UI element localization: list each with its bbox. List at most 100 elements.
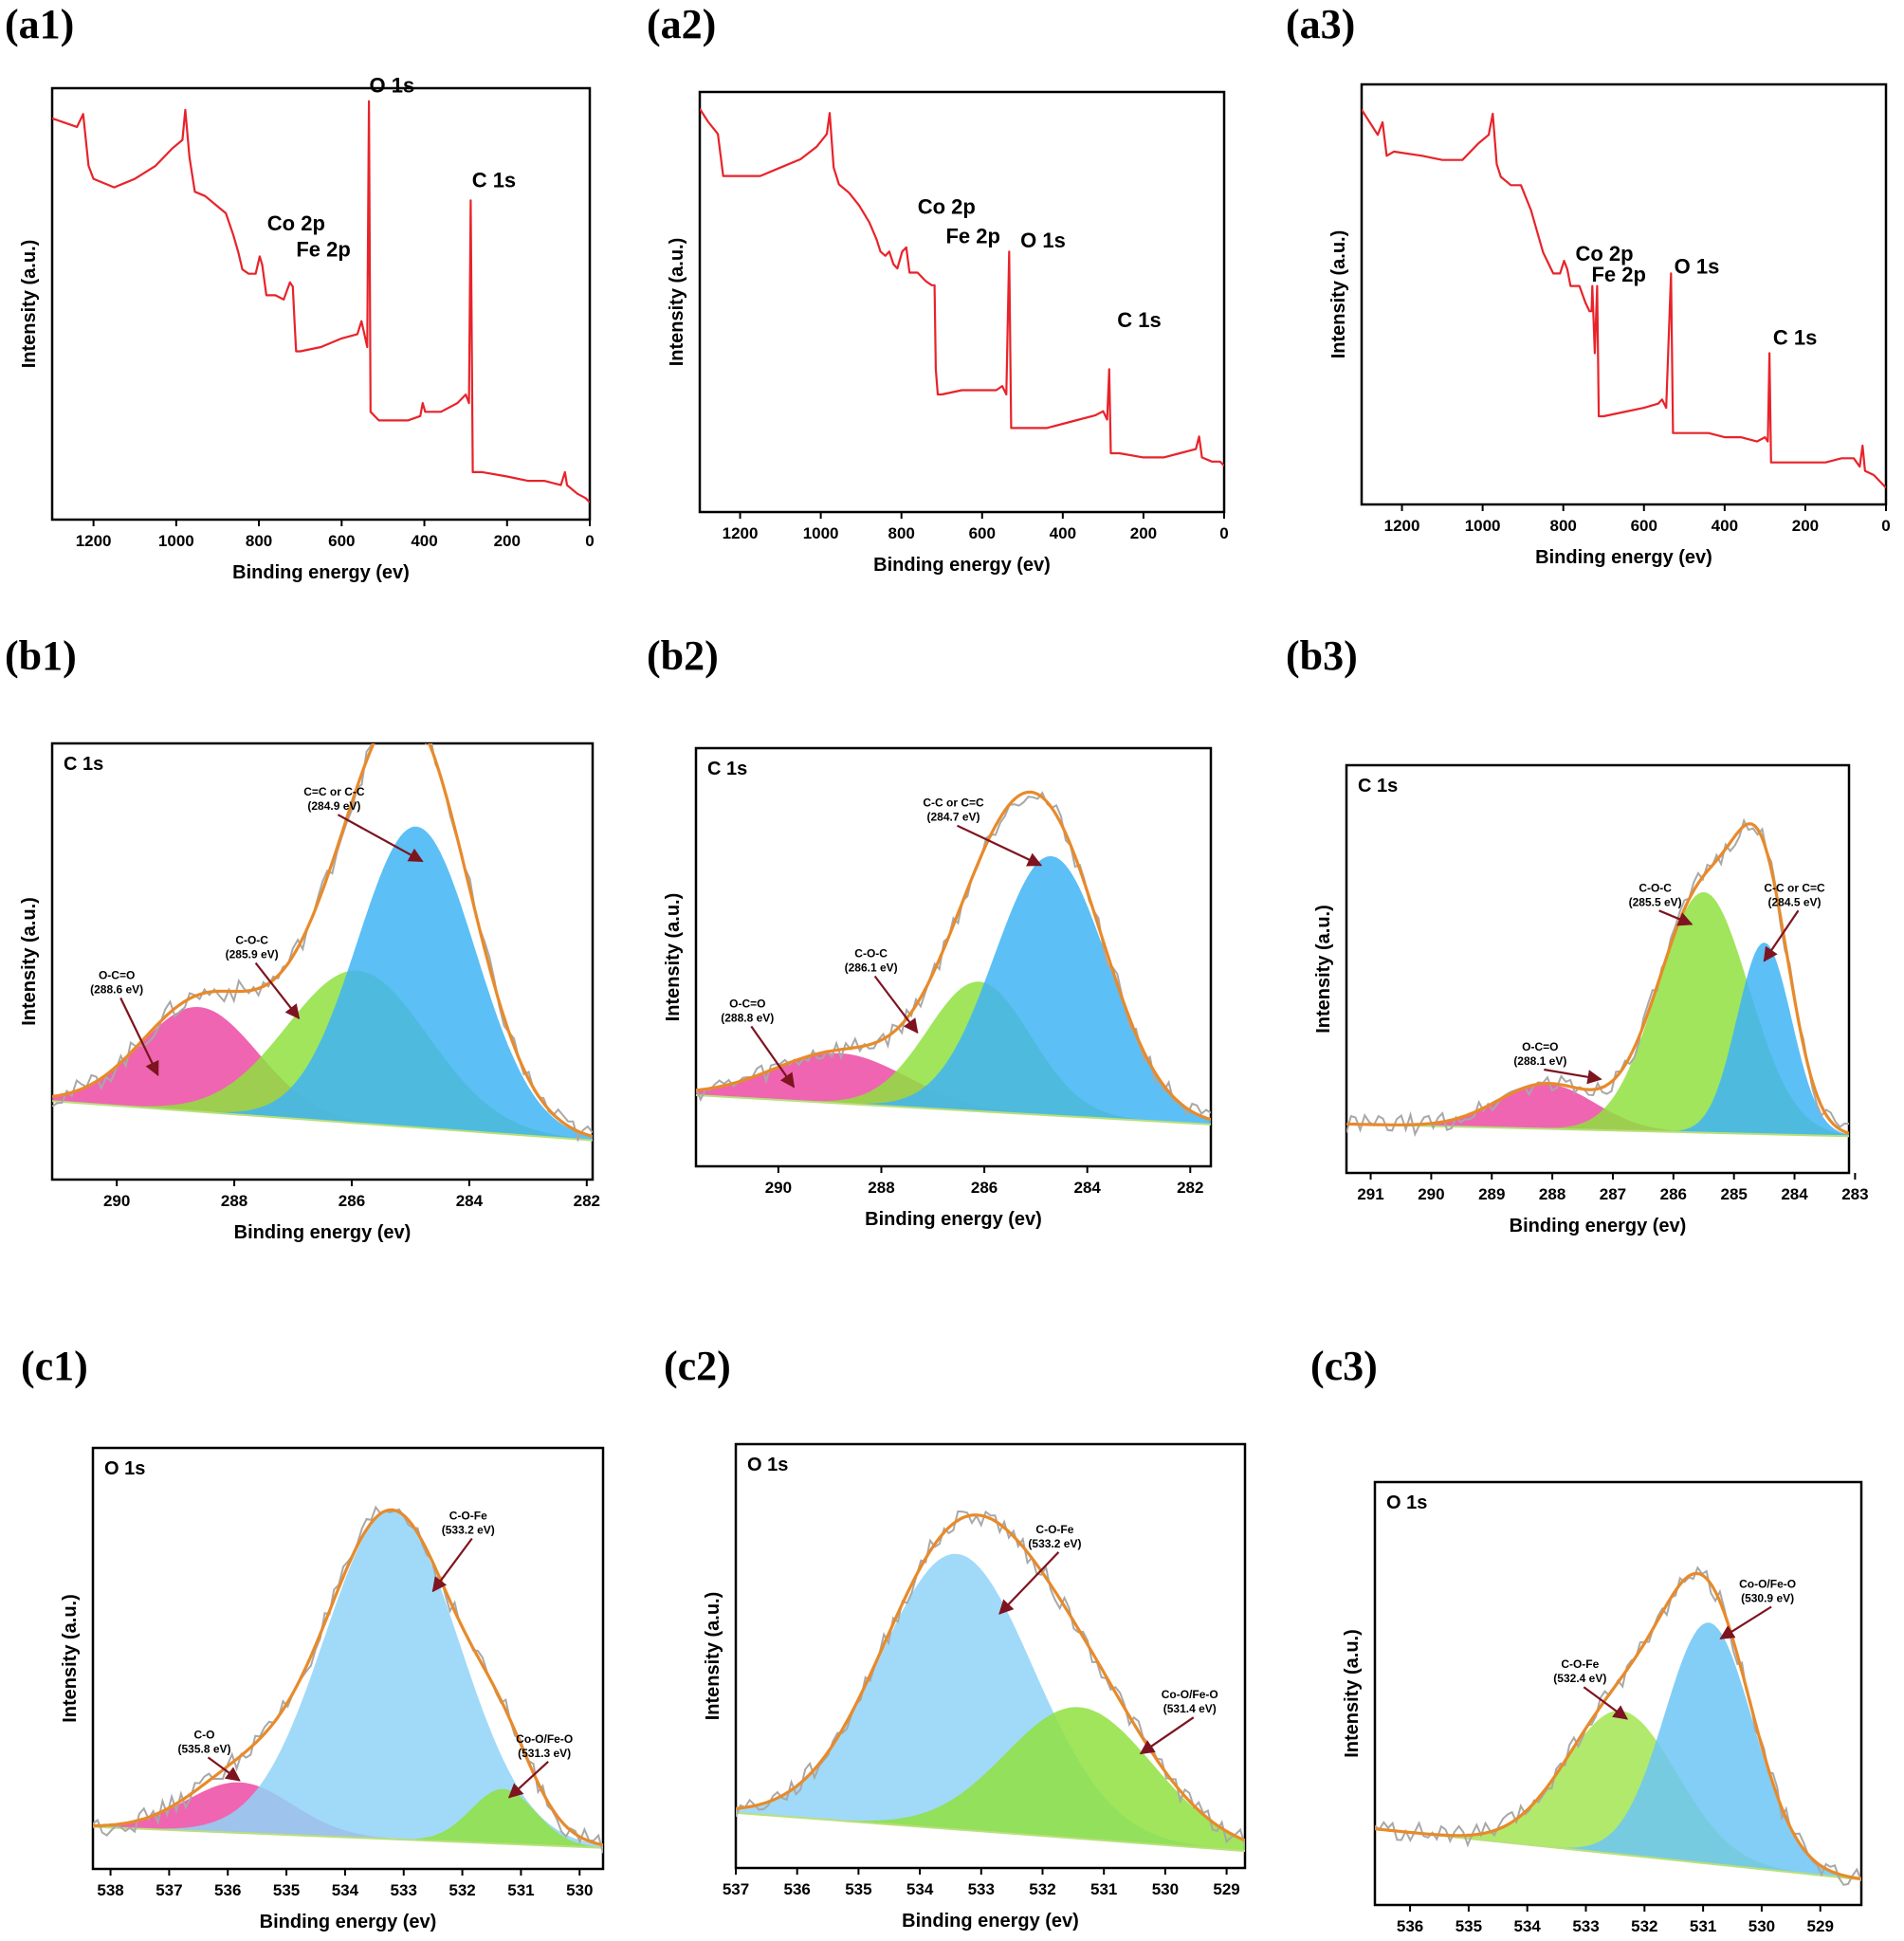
component-peak bbox=[736, 1553, 1245, 1852]
x-tick-label: 282 bbox=[574, 1192, 600, 1210]
x-axis-label-c2: Binding energy (ev) bbox=[902, 1911, 1079, 1932]
plot-frame-b1 bbox=[50, 742, 595, 1181]
x-tick-label: 289 bbox=[1478, 1185, 1505, 1203]
x-tick-label: 291 bbox=[1357, 1185, 1383, 1203]
plot-frame-a1 bbox=[50, 86, 592, 522]
component-peak bbox=[93, 1788, 603, 1848]
fit-envelope bbox=[93, 1508, 603, 1847]
peak-annotation: C-O (535.8 eV) bbox=[177, 1728, 230, 1755]
x-axis-label-a3: Binding energy (ev) bbox=[1535, 547, 1712, 568]
plot-area-b3 bbox=[1346, 817, 1849, 1138]
core-level-label: O 1s bbox=[1386, 1492, 1427, 1513]
x-tick-label: 287 bbox=[1600, 1185, 1626, 1203]
x-tick-label: 537 bbox=[156, 1881, 182, 1899]
x-tick-label: 400 bbox=[1712, 517, 1738, 535]
peak-annotation: Co-O/Fe-O (531.4 eV) bbox=[1162, 1688, 1218, 1715]
plot-frame-c2 bbox=[734, 1442, 1247, 1870]
x-tick-label: 1200 bbox=[1384, 517, 1420, 535]
x-tick-label: 536 bbox=[1397, 1917, 1423, 1935]
x-tick-label: 288 bbox=[868, 1179, 894, 1197]
x-tick-label: 531 bbox=[507, 1881, 534, 1899]
peak-annotation: C=C or C-C (284.9 eV) bbox=[303, 785, 365, 813]
background-line bbox=[696, 1094, 1211, 1126]
annotation-arrow bbox=[431, 1537, 473, 1593]
fit-envelope bbox=[736, 1513, 1245, 1842]
x-tick-label: 200 bbox=[494, 532, 521, 550]
x-tick-label: 538 bbox=[97, 1881, 123, 1899]
peak-label: C 1s bbox=[472, 169, 516, 192]
panel-b1: (b1) 290 288 286 284 282 Binding energy (ev) In… bbox=[5, 632, 600, 1243]
x-tick-label: 537 bbox=[723, 1880, 749, 1898]
x-tick-label: 530 bbox=[1748, 1917, 1775, 1935]
x-tick-label: 529 bbox=[1807, 1917, 1834, 1935]
peak-label: Co 2p bbox=[1575, 242, 1633, 266]
peak-annotation: C-O-C (285.5 eV) bbox=[1629, 881, 1682, 908]
y-axis-label-b2: Intensity (a.u.) bbox=[663, 893, 684, 1022]
core-level-label: C 1s bbox=[1358, 776, 1398, 797]
plot-area-c3 bbox=[1375, 1566, 1861, 1886]
plot-area-c1 bbox=[93, 1505, 603, 1854]
x-tick-label: 534 bbox=[332, 1881, 359, 1899]
peak-label: Fe 2p bbox=[296, 237, 350, 261]
plot-frame-b3 bbox=[1345, 763, 1851, 1175]
annotation-arrow bbox=[957, 824, 1043, 867]
panel-label-a3: (a3) bbox=[1286, 1, 1355, 47]
background-line bbox=[1375, 1827, 1861, 1881]
x-tick-label: 600 bbox=[969, 524, 996, 542]
x-tick-label: 284 bbox=[456, 1192, 484, 1210]
panel-label-a1: (a1) bbox=[5, 1, 74, 47]
component-peak bbox=[1375, 1622, 1861, 1880]
plot-area-a2 bbox=[700, 108, 1224, 467]
x-tick-label: 533 bbox=[391, 1881, 417, 1899]
x-tick-label: 400 bbox=[411, 532, 437, 550]
x-tick-label: 535 bbox=[1455, 1917, 1482, 1935]
plot-area-c2 bbox=[736, 1510, 1245, 1853]
annotation-arrow bbox=[1763, 909, 1800, 962]
x-tick-label: 288 bbox=[221, 1192, 247, 1210]
fit-envelope bbox=[696, 790, 1211, 1122]
peak-label: Co 2p bbox=[267, 211, 325, 235]
peak-annotation: C-O-Fe (532.4 eV) bbox=[1553, 1657, 1606, 1685]
panel-b3: (b3) 291 290 289 288 287 286 285 284 283 Binding e… bbox=[1286, 632, 1869, 1236]
panel-c2: (c2) 537 536 535 534 533 532 531 530 529 Binding e… bbox=[664, 1343, 1247, 1932]
component-peak bbox=[93, 1511, 603, 1848]
x-tick-label: 800 bbox=[888, 524, 915, 542]
raw-spectrum bbox=[52, 743, 593, 1143]
peak-annotation: C-C or C=C (284.5 eV) bbox=[1764, 881, 1825, 908]
peak-annotation: O-C=O (288.8 eV) bbox=[721, 997, 774, 1024]
plot-frame-b2 bbox=[694, 746, 1213, 1168]
x-axis-label-b1: Binding energy (ev) bbox=[234, 1222, 412, 1243]
x-tick-label: 286 bbox=[339, 1192, 365, 1210]
panel-a2: (a2) 1200 1000 800 600 400 200 0 Binding energy … bbox=[647, 1, 1229, 576]
peak-annotation: C-O-Fe (533.2 eV) bbox=[442, 1509, 495, 1536]
y-axis-label-c2: Intensity (a.u.) bbox=[703, 1592, 723, 1721]
component-peak bbox=[1346, 1084, 1849, 1137]
plot-frame-a2 bbox=[698, 90, 1226, 514]
panel-a1: (a1) 1200 1000 800 600 400 200 0 Binding energy … bbox=[5, 1, 595, 583]
x-tick-label: 531 bbox=[1090, 1880, 1117, 1898]
x-tick-label: 530 bbox=[1152, 1880, 1179, 1898]
annotation-arrow bbox=[1658, 909, 1693, 926]
x-tick-label: 536 bbox=[214, 1881, 241, 1899]
x-tick-label: 533 bbox=[968, 1880, 995, 1898]
x-tick-label: 1000 bbox=[803, 524, 839, 542]
y-axis-label-c3: Intensity (a.u.) bbox=[1342, 1629, 1363, 1758]
x-tick-label: 284 bbox=[1073, 1179, 1101, 1197]
x-axis-label-b3: Binding energy (ev) bbox=[1510, 1216, 1687, 1236]
annotation-arrow bbox=[207, 1756, 241, 1782]
x-axis-label-a1: Binding energy (ev) bbox=[232, 562, 410, 583]
annotation-arrow bbox=[507, 1760, 549, 1799]
annotation-arrow bbox=[119, 997, 159, 1076]
plot-area-b1 bbox=[52, 743, 593, 1143]
x-tick-label: 283 bbox=[1841, 1185, 1868, 1203]
annotation-arrow bbox=[1719, 1605, 1772, 1639]
panel-c1: (c1) 538 537 536 535 534 533 532 531 530 Binding e… bbox=[21, 1343, 605, 1932]
peak-annotation: O-C=O (288.6 eV) bbox=[90, 968, 143, 996]
annotation-arrow bbox=[1583, 1686, 1629, 1720]
peak-annotation: Co-O/Fe-O (530.9 eV) bbox=[1739, 1578, 1796, 1605]
peak-label: Co 2p bbox=[918, 194, 976, 218]
x-tick-label: 1200 bbox=[76, 532, 112, 550]
x-tick-label: 533 bbox=[1572, 1917, 1599, 1935]
fit-envelope bbox=[1375, 1571, 1861, 1881]
